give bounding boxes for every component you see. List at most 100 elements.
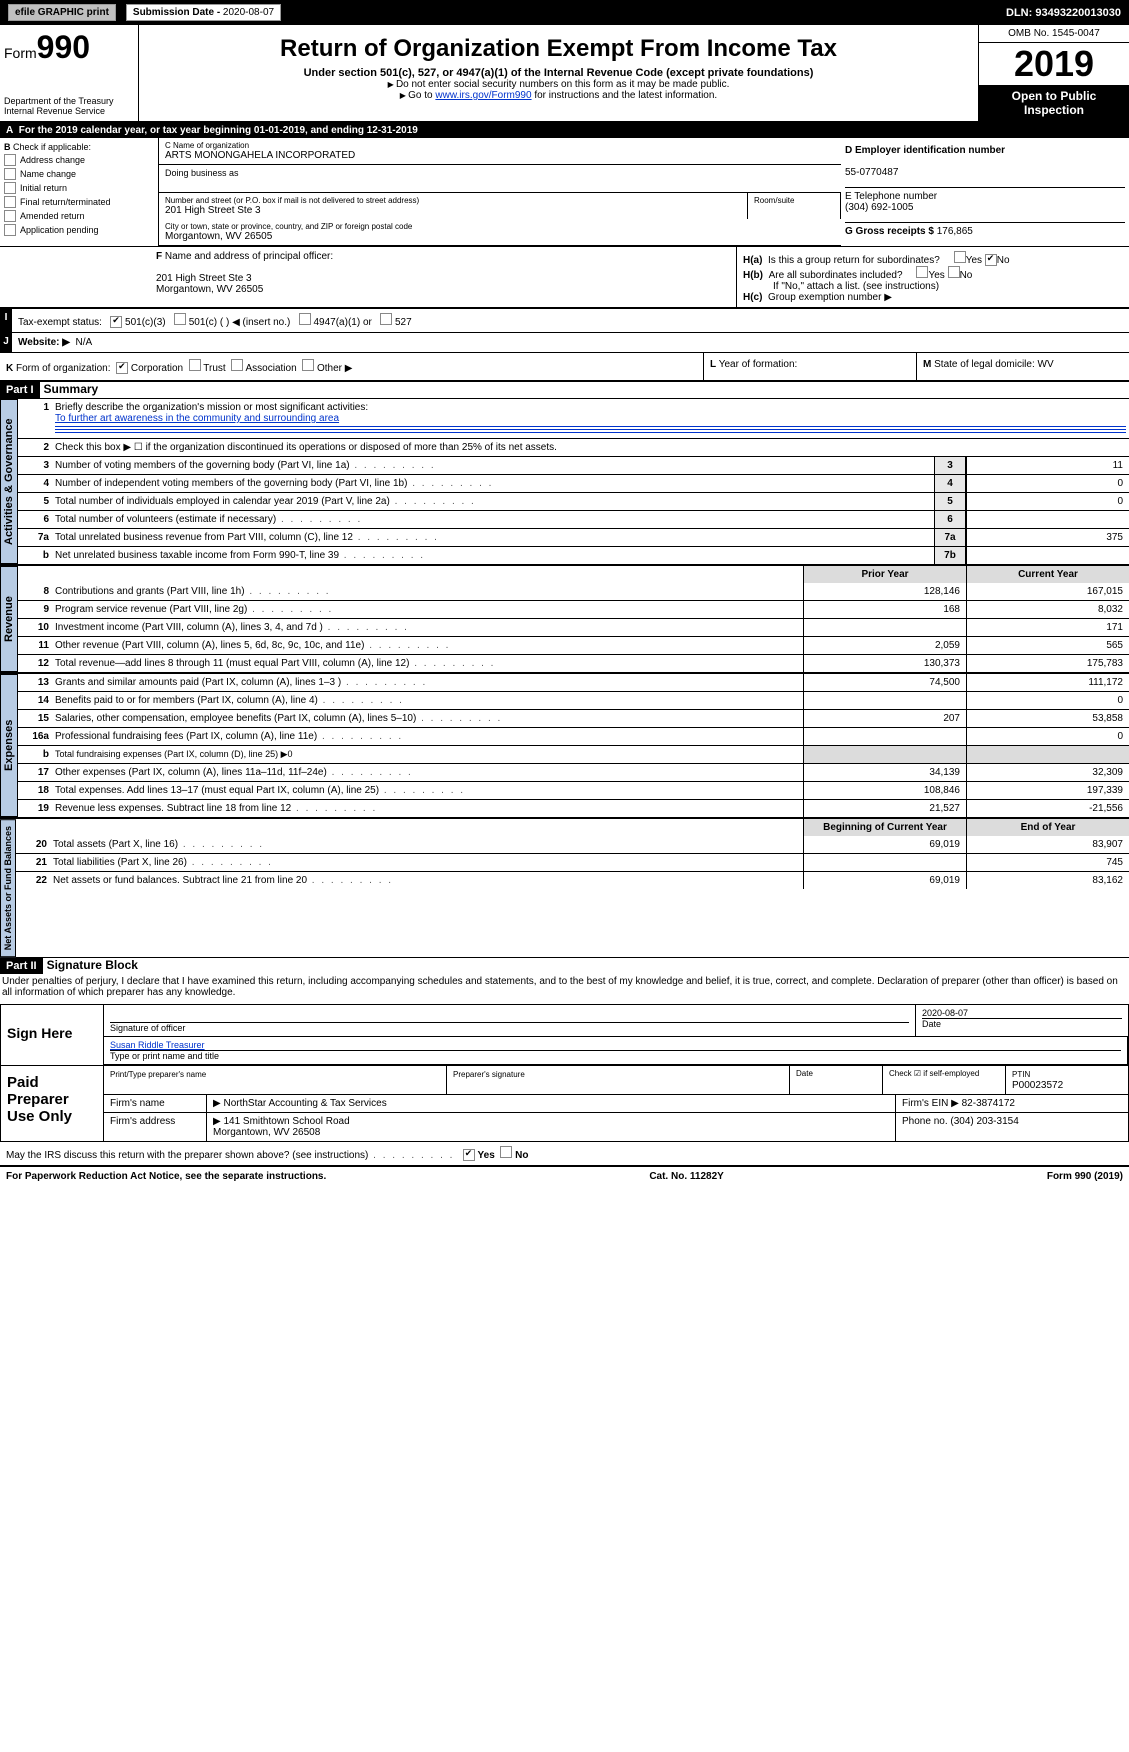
prior-val: 130,373 — [803, 655, 966, 672]
firm-ein: 82-3874172 — [962, 1098, 1015, 1109]
line7a-val: 375 — [966, 529, 1129, 546]
city-value: Morgantown, WV 26505 — [165, 231, 835, 242]
line3-num: 3 — [18, 457, 52, 474]
name-title-label: Type or print name and title — [110, 1050, 1121, 1061]
efile-print-button[interactable]: efile GRAPHIC print — [8, 4, 116, 21]
prior-val — [803, 728, 966, 745]
527-checkbox[interactable] — [380, 313, 392, 325]
prior-val: 108,846 — [803, 782, 966, 799]
part1-label: Part I — [0, 382, 40, 398]
line4-num: 4 — [18, 475, 52, 492]
tax-year-text2: , and ending — [305, 125, 367, 136]
4947-label: 4947(a)(1) or — [313, 317, 371, 328]
end-year-hdr: End of Year — [966, 819, 1129, 836]
prior-val — [803, 619, 966, 636]
street-address: 201 High Street Ste 3 — [165, 205, 741, 216]
line7a-desc: Total unrelated business revenue from Pa… — [52, 529, 934, 546]
corp-checkbox[interactable] — [116, 362, 128, 374]
line6-desc: Total number of volunteers (estimate if … — [52, 511, 934, 528]
501c-checkbox[interactable] — [174, 313, 186, 325]
revenue-tab: Revenue — [0, 566, 18, 672]
ha-no-checkbox[interactable] — [985, 254, 997, 266]
line7a-num: 7a — [18, 529, 52, 546]
prior-year-hdr: Prior Year — [803, 566, 966, 583]
dept-treasury: Department of the Treasury — [4, 96, 134, 106]
check-applicable: Check if applicable: — [13, 142, 91, 152]
state-domicile: WV — [1038, 359, 1054, 370]
dln-value: 93493220013030 — [1035, 7, 1121, 19]
other-checkbox[interactable] — [302, 359, 314, 371]
b-checkbox[interactable] — [4, 154, 16, 166]
prior-val: 2,059 — [803, 637, 966, 654]
line-desc: Total fundraising expenses (Part IX, col… — [52, 746, 803, 763]
firm-name: ▶ NorthStar Accounting & Tax Services — [207, 1095, 896, 1112]
submission-date-label: Submission Date - — [133, 7, 223, 18]
omb-number: OMB No. 1545-0047 — [979, 25, 1129, 43]
prep-name-label: Print/Type preparer's name — [110, 1070, 206, 1079]
hb-yes-checkbox[interactable] — [916, 266, 928, 278]
state-domicile-label: State of legal domicile: — [934, 359, 1037, 370]
line-num: 21 — [16, 854, 50, 871]
year-formation-label: Year of formation: — [719, 359, 798, 370]
assoc-checkbox[interactable] — [231, 359, 243, 371]
g-gross-label: G Gross receipts $ — [845, 226, 937, 237]
b-item-label: Application pending — [20, 225, 99, 235]
line-num: 17 — [18, 764, 52, 781]
line-num: 11 — [18, 637, 52, 654]
ha-yes-checkbox[interactable] — [954, 251, 966, 263]
self-employed-label: Check ☑ if self-employed — [883, 1066, 1006, 1094]
b-checkbox[interactable] — [4, 196, 16, 208]
hb-no-checkbox[interactable] — [948, 266, 960, 278]
activities-governance-tab: Activities & Governance — [0, 399, 18, 564]
b-checkbox[interactable] — [4, 224, 16, 236]
ifno-text: If "No," attach a list. (see instruction… — [743, 281, 1123, 292]
line-num: 18 — [18, 782, 52, 799]
trust-checkbox[interactable] — [189, 359, 201, 371]
curr-val: 565 — [966, 637, 1129, 654]
begin-val: 69,019 — [803, 836, 966, 853]
curr-val: 53,858 — [966, 710, 1129, 727]
discuss-yes-checkbox[interactable] — [463, 1149, 475, 1161]
f-label: F — [156, 251, 162, 262]
submission-date: 2020-08-07 — [223, 7, 274, 18]
end-val: 83,907 — [966, 836, 1129, 853]
end-val: 83,162 — [966, 872, 1129, 889]
line5-val: 0 — [966, 493, 1129, 510]
prior-val: 168 — [803, 601, 966, 618]
line-num: 13 — [18, 674, 52, 691]
j-label: J — [0, 333, 12, 352]
prior-val: 74,500 — [803, 674, 966, 691]
line7b-val — [966, 547, 1129, 564]
line-desc: Benefits paid to or for members (Part IX… — [52, 692, 803, 709]
line-desc: Total expenses. Add lines 13–17 (must eq… — [52, 782, 803, 799]
yes-label2: Yes — [928, 270, 944, 281]
501c3-label: 501(c)(3) — [125, 317, 166, 328]
curr-val: 171 — [966, 619, 1129, 636]
phone-value: (304) 692-1005 — [845, 202, 913, 213]
website-label: Website: ▶ — [18, 337, 70, 348]
prior-val — [803, 746, 966, 763]
b-checkbox[interactable] — [4, 210, 16, 222]
b-checkbox[interactable] — [4, 182, 16, 194]
tax-year-text1: For the 2019 calendar year, or tax year … — [19, 125, 254, 136]
officer-addr1: 201 High Street Ste 3 — [156, 273, 252, 284]
begin-val — [803, 854, 966, 871]
part2-title: Signature Block — [47, 958, 138, 972]
discuss-no-checkbox[interactable] — [500, 1146, 512, 1158]
b-item-label: Address change — [20, 155, 85, 165]
line2-num: 2 — [18, 439, 52, 456]
ptin-value: P00023572 — [1012, 1080, 1063, 1091]
corp-label: Corporation — [131, 363, 183, 374]
curr-val: -21,556 — [966, 800, 1129, 817]
line-num: b — [18, 746, 52, 763]
501c3-checkbox[interactable] — [110, 316, 122, 328]
501c-label: 501(c) ( ) ◀ (insert no.) — [189, 317, 291, 328]
curr-val: 111,172 — [966, 674, 1129, 691]
line6-val — [966, 511, 1129, 528]
dba-label: Doing business as — [165, 168, 835, 178]
b-checkbox[interactable] — [4, 168, 16, 180]
date-label: Date — [922, 1018, 1122, 1029]
l-label: L — [710, 359, 716, 370]
irs-link[interactable]: www.irs.gov/Form990 — [435, 90, 531, 101]
4947-checkbox[interactable] — [299, 313, 311, 325]
